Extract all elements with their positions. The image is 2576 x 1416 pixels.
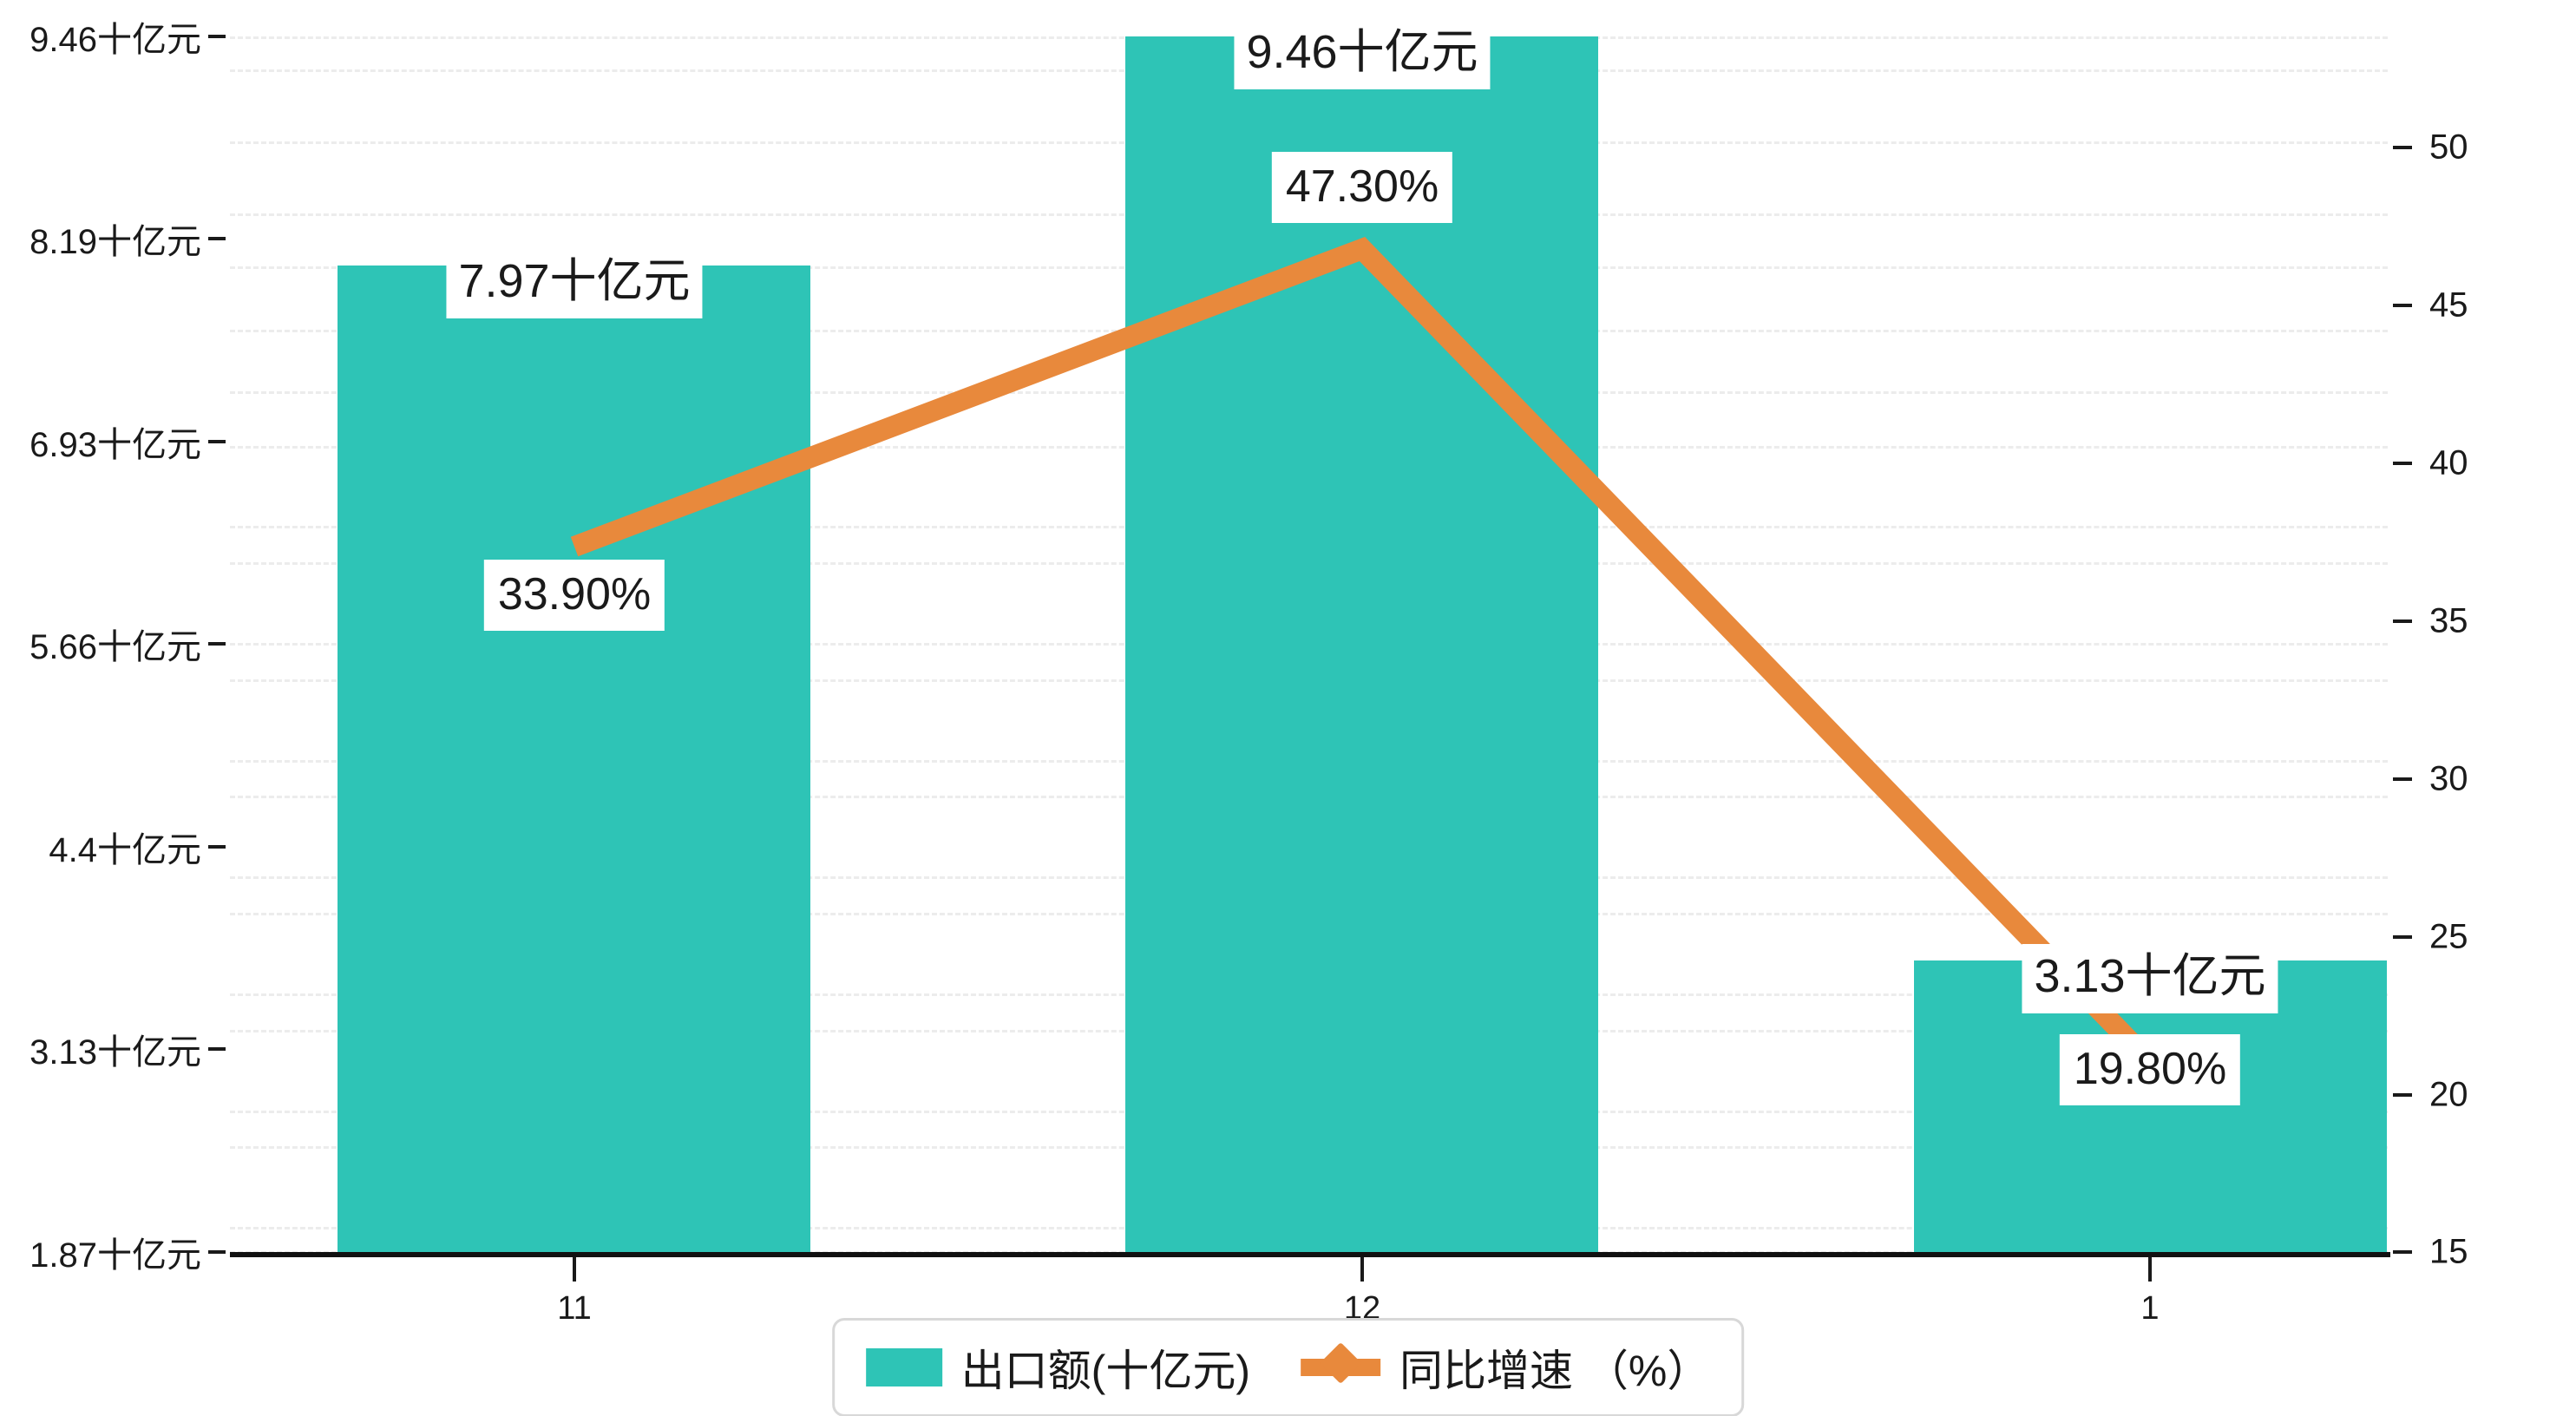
- bar-value-label-11: 7.97十亿元: [446, 249, 703, 318]
- ytick-dash: [2393, 304, 2412, 307]
- square-swatch-icon: [865, 1348, 942, 1386]
- ytick-dash: [2393, 777, 2412, 781]
- legend-label-growth-rate: 同比增速 （%）: [1399, 1347, 1711, 1395]
- ytick-left-3: 5.66十亿元: [29, 628, 201, 666]
- x-axis-line: [230, 1252, 2390, 1257]
- xtick-label-1: 1: [2140, 1290, 2160, 1327]
- ytick-dash: [208, 237, 226, 240]
- ytick-right-4: 30: [2429, 759, 2468, 798]
- line-value-label-11: 33.90%: [483, 560, 665, 631]
- legend-label-export-value: 出口额(十亿元): [960, 1347, 1250, 1395]
- bar-value-label-12: 9.46十亿元: [1234, 20, 1491, 89]
- xtick-mark: [2148, 1257, 2152, 1282]
- xtick-mark: [573, 1257, 576, 1282]
- ytick-right-6: 20: [2429, 1075, 2468, 1114]
- ytick-right-5: 25: [2429, 917, 2468, 956]
- line-value-label-1: 19.80%: [2059, 1034, 2241, 1105]
- ytick-dash: [2393, 1093, 2412, 1097]
- chart-legend: 出口额(十亿元) 同比增速 （%）: [831, 1318, 1745, 1416]
- ytick-right-2: 40: [2429, 443, 2468, 482]
- ytick-dash: [2393, 146, 2412, 149]
- legend-item-export-value[interactable]: 出口额(十亿元): [865, 1336, 1250, 1399]
- ytick-dash: [208, 35, 226, 38]
- line-value-label-12: 47.30%: [1271, 152, 1453, 223]
- ytick-dash: [2393, 935, 2412, 939]
- ytick-dash: [208, 1047, 226, 1051]
- ytick-left-1: 8.19十亿元: [29, 223, 201, 261]
- xtick-mark: [1360, 1257, 1364, 1282]
- ytick-dash: [2393, 620, 2412, 623]
- bar-value-label-1: 3.13十亿元: [2022, 944, 2278, 1013]
- legend-item-growth-rate[interactable]: 同比增速 （%）: [1300, 1336, 1711, 1399]
- line-diamond-icon: [1300, 1341, 1380, 1386]
- ytick-right-1: 45: [2429, 285, 2468, 324]
- ytick-dash: [208, 440, 226, 443]
- ytick-dash: [2393, 1250, 2412, 1254]
- bar-11[interactable]: [338, 266, 810, 1252]
- ytick-dash: [208, 642, 226, 646]
- ytick-left-5: 3.13十亿元: [29, 1033, 201, 1072]
- ytick-dash: [208, 1250, 226, 1254]
- ytick-right-7: 15: [2429, 1232, 2468, 1271]
- ytick-dash: [208, 845, 226, 849]
- ytick-left-4: 4.4十亿元: [49, 831, 201, 869]
- ytick-left-2: 6.93十亿元: [29, 426, 201, 464]
- ytick-left-6: 1.87十亿元: [29, 1236, 201, 1275]
- ytick-right-3: 35: [2429, 601, 2468, 640]
- ytick-dash: [2393, 462, 2412, 465]
- ytick-right-0: 50: [2429, 128, 2468, 167]
- xtick-label-11: 11: [557, 1290, 592, 1327]
- ytick-left-0: 9.46十亿元: [29, 21, 201, 59]
